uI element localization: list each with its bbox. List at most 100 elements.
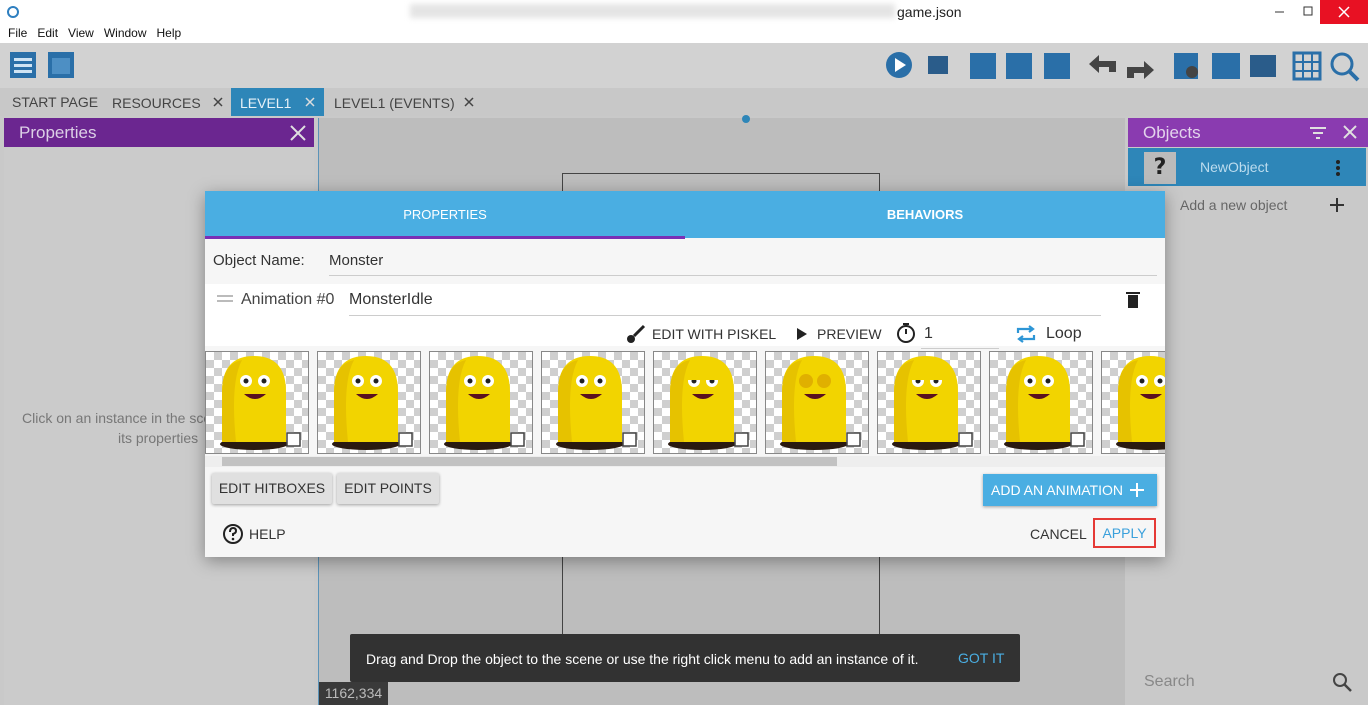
animation-frame[interactable] [765,351,869,454]
pupil [1139,378,1145,384]
animation-frame[interactable] [205,351,309,454]
menu-item[interactable]: View [68,26,94,40]
pupil [579,378,585,384]
mouth [1140,394,1162,399]
body-shade [782,360,802,442]
loop-toggle[interactable]: Loop [1046,325,1082,342]
object-name[interactable]: NewObject [1200,159,1269,175]
tab-bar [0,88,1368,116]
question-mark: ? [1154,155,1167,180]
toolbar-right-icons[interactable] [884,50,1364,82]
cancel-button[interactable]: CANCEL [1030,526,1087,542]
animation-frame[interactable] [1101,351,1165,454]
timer-input[interactable]: 1 [924,325,933,342]
snackbar-message: Drag and Drop the object to the scene or… [366,651,919,667]
tab[interactable]: START PAGE [12,94,99,110]
animation-name-input[interactable]: MonsterIdle [349,291,433,308]
mouth [244,394,266,399]
tab-indicator [205,236,685,239]
objects-header [1128,118,1368,147]
dialog-tab[interactable]: BEHAVIORS [886,207,964,222]
menu: File Edit View Window Help [8,26,181,40]
monster-sprite [556,356,637,450]
select-box [1070,432,1085,447]
window-title: game.json [897,4,962,20]
animation-frame[interactable] [317,351,421,454]
body [222,356,286,442]
blurred-path [410,4,895,18]
select-box [398,432,413,447]
pupil [1045,378,1051,384]
body-shade [334,360,354,442]
search-icon[interactable] [1332,672,1352,692]
animation-frame[interactable] [429,351,533,454]
app-icon [7,6,19,18]
label: Animation #0 [241,291,335,308]
add-object[interactable]: Add a new object [1180,197,1288,213]
active-tab[interactable] [231,88,324,116]
preview-button[interactable]: PREVIEW [817,326,882,342]
objects-header-icons[interactable] [1308,124,1360,142]
menu-item[interactable]: Help [156,26,182,40]
snackbar [350,634,1020,682]
tab-close-icons[interactable] [0,88,480,116]
add-animation-button[interactable] [983,474,1157,506]
monster-sprite [1004,356,1085,450]
pupil [373,378,379,384]
window-controls[interactable] [1270,0,1368,24]
animation-frame[interactable] [541,351,645,454]
drag-handle[interactable] [217,294,233,304]
search-input[interactable]: Search [1144,673,1195,690]
pupil [355,378,361,384]
eye [799,374,813,388]
edit-with-piskel[interactable]: EDIT WITH PISKEL [652,326,777,342]
mouth [580,394,602,399]
menu-item[interactable]: File [8,26,28,40]
add-icon[interactable] [1329,197,1345,213]
hint: its properties [118,430,199,446]
help-button[interactable]: HELP [249,526,286,542]
monster-sprite [444,356,525,450]
edit-hitboxes-button[interactable]: EDIT HITBOXES [212,473,332,504]
plus-icon [1130,483,1144,497]
objects-body [1128,147,1368,705]
menu-item[interactable]: Edit [37,26,59,40]
animation-frame[interactable] [653,351,757,454]
body [446,356,510,442]
close-icon[interactable] [290,125,306,141]
mouth [916,394,938,399]
add-animation-label[interactable]: ADD AN ANIMATION [991,482,1123,498]
more-icon[interactable] [1334,159,1342,177]
body [334,356,398,442]
monster-sprite [668,356,749,450]
eyelid [912,375,924,380]
animation-frame[interactable] [989,351,1093,454]
tab[interactable]: LEVEL1 [240,95,292,111]
apply-button[interactable]: APPLY [1093,518,1156,548]
scrollbar-thumb[interactable] [222,457,837,466]
tab[interactable]: LEVEL1 (EVENTS) [334,95,455,111]
mouth [804,394,826,399]
menu-item[interactable]: Window [103,26,147,40]
pupil [485,378,491,384]
scene-handle [742,115,750,123]
menu-bar [0,24,1368,43]
edit-points-button[interactable]: EDIT POINTS [337,473,439,504]
dialog-tab[interactable]: PROPERTIES [403,207,487,222]
monster-sprite [220,356,301,450]
help-icon[interactable] [222,523,244,545]
toolbar [0,43,1368,88]
timer-icon [897,323,915,343]
tab[interactable]: RESOURCES [112,95,201,111]
snackbar-action[interactable]: GOT IT [958,650,1005,666]
loop-icon[interactable] [1015,324,1037,344]
animation-frame[interactable] [877,351,981,454]
pupil [597,378,603,384]
body-shade [558,360,578,442]
object-name-input[interactable]: Monster [329,252,384,269]
eyelid [706,375,718,380]
toolbar-left-icons[interactable] [10,52,80,80]
pupil [1157,378,1163,384]
select-box [622,432,637,447]
delete-icon[interactable] [1126,291,1140,309]
